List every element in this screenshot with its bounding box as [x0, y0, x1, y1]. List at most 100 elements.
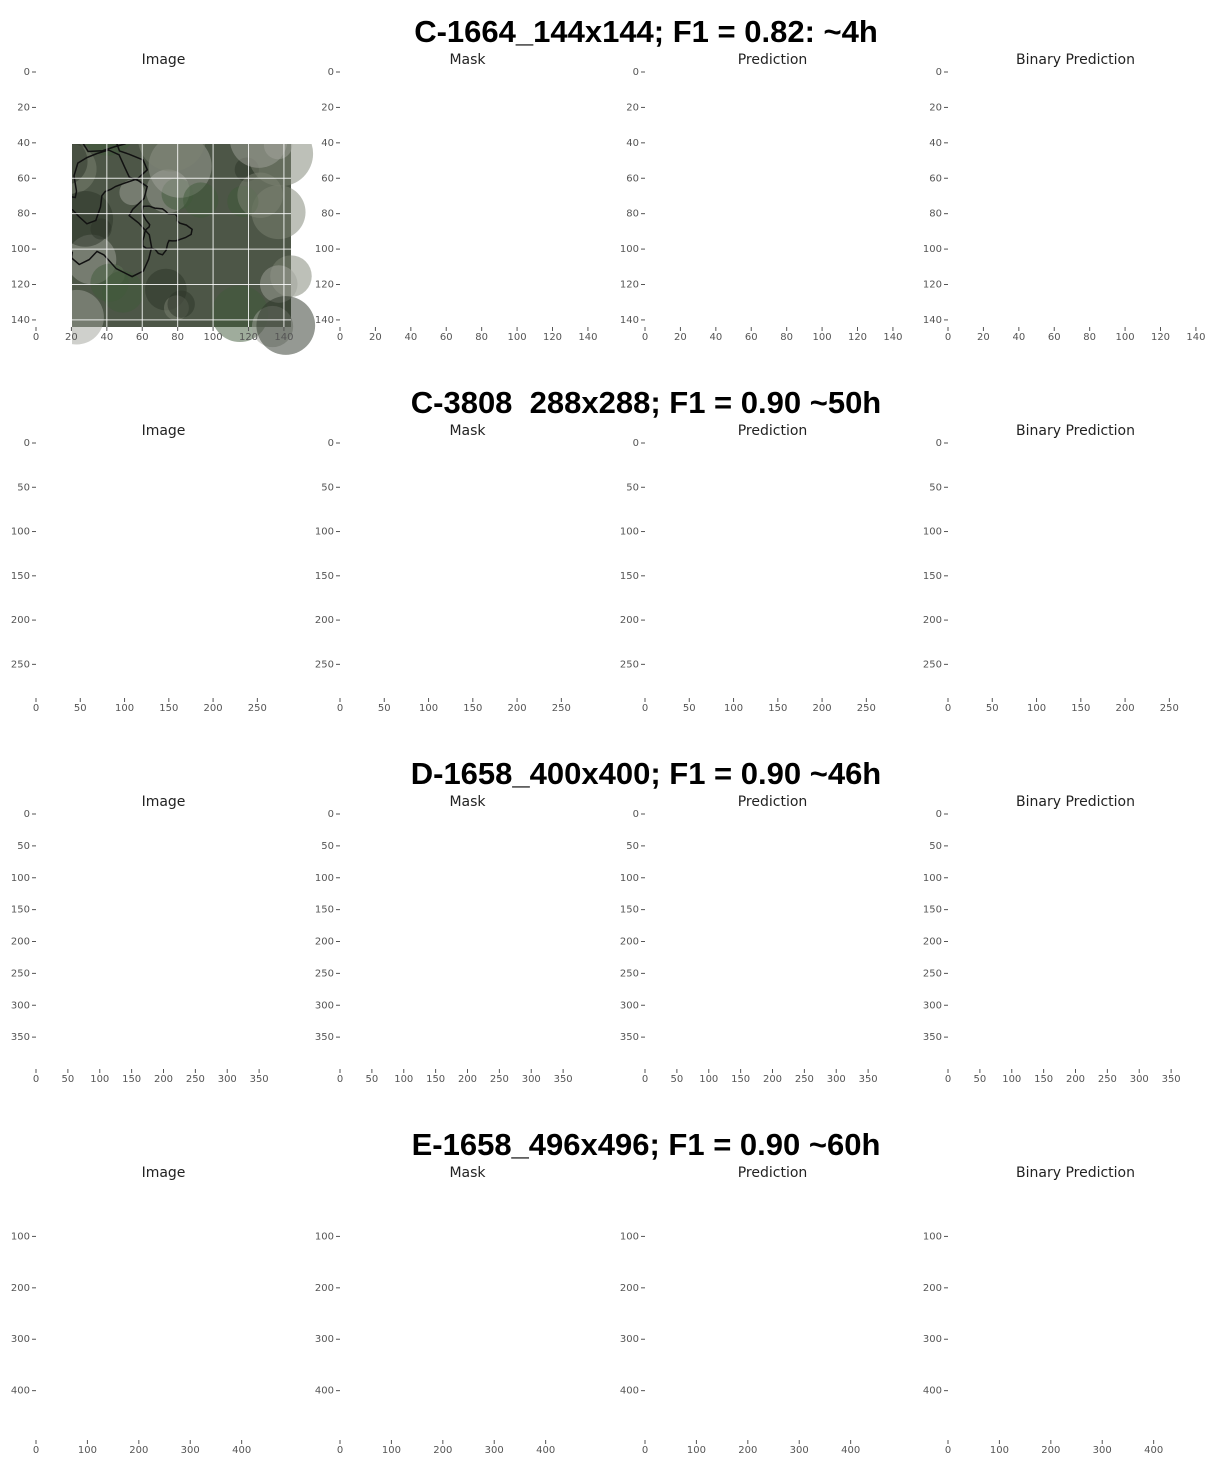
outline — [37, 769, 130, 870]
x-tick-label: 100 — [115, 703, 134, 714]
outline — [180, 404, 296, 507]
texture — [235, 583, 275, 623]
row-title: C-3808 288x288; F1 = 0.90 ~50h — [411, 385, 882, 420]
y-tick-label: 250 — [620, 659, 639, 670]
x-tick-label: 0 — [337, 332, 343, 343]
pred-blob — [749, 1275, 824, 1356]
y-tick-label: 250 — [923, 968, 942, 979]
y-tick-label: 350 — [620, 1032, 639, 1043]
pred-halo — [633, 145, 765, 282]
texture — [83, 446, 111, 474]
texture — [58, 1375, 93, 1410]
pred-blob — [788, 970, 854, 1042]
x-tick-label: 200 — [1066, 1074, 1085, 1085]
x-tick-label: 50 — [986, 703, 999, 714]
texture — [189, 838, 225, 874]
x-tick-label: 100 — [382, 1445, 401, 1456]
y-tick-label: 300 — [11, 1334, 30, 1345]
y-tick-label: 250 — [11, 968, 30, 979]
x-tick-label: 50 — [378, 703, 391, 714]
binary-blob — [941, 1278, 986, 1317]
pred-blob — [853, 1288, 902, 1338]
texture — [255, 1156, 316, 1217]
x-tick-label: 200 — [1116, 703, 1135, 714]
panel-title: Image — [142, 423, 186, 439]
y-tick-label: 150 — [620, 905, 639, 916]
x-tick-label: 40 — [709, 332, 722, 343]
pred-halo — [635, 1276, 685, 1319]
mask-blob — [344, 125, 452, 224]
texture — [236, 788, 294, 846]
panel: 0501001502002503003500501001502002503003… — [5, 769, 315, 1111]
x-tick-label: 0 — [337, 1445, 343, 1456]
texture — [220, 1294, 268, 1342]
mask-blob — [386, 33, 503, 152]
texture — [61, 994, 125, 1058]
panel-title: Binary Prediction — [1016, 52, 1135, 68]
x-tick-label: 80 — [475, 332, 488, 343]
texture — [84, 667, 146, 729]
y-tick-label: 400 — [620, 1386, 639, 1397]
y-tick-label: 60 — [626, 173, 639, 184]
panel-image — [5, 769, 315, 1111]
x-tick-label: 250 — [186, 1074, 205, 1085]
x-tick-label: 300 — [485, 1445, 504, 1456]
texture — [163, 833, 230, 900]
pred-halo — [745, 1271, 825, 1358]
pred-halo — [656, 1164, 724, 1237]
background — [948, 443, 1203, 698]
x-tick-label: 100 — [394, 1074, 413, 1085]
x-tick-label: 0 — [33, 703, 39, 714]
y-tick-label: 100 — [11, 1231, 30, 1242]
pred-halo — [812, 794, 894, 894]
y-tick-label: 150 — [923, 905, 942, 916]
texture — [249, 986, 274, 1011]
outline — [50, 1167, 113, 1235]
outline — [209, 1398, 283, 1468]
y-tick-label: 100 — [620, 527, 639, 538]
texture — [102, 271, 144, 313]
x-tick-label: 140 — [274, 332, 293, 343]
mask-blob — [483, 970, 549, 1042]
x-tick-label: 140 — [578, 332, 597, 343]
outline — [44, 910, 106, 979]
binary-blob — [940, 1007, 1029, 1109]
texture — [237, 173, 282, 218]
mask-blob — [348, 910, 410, 979]
mask-blob — [483, 907, 548, 968]
pred-halo — [814, 560, 937, 687]
pred-blob — [817, 457, 896, 544]
outline — [57, 560, 119, 622]
binary-blob — [953, 126, 1058, 222]
background — [36, 443, 291, 698]
texture — [169, 1280, 226, 1337]
binary-blob — [1028, 589, 1140, 692]
y-tick-label: 50 — [17, 482, 30, 493]
mask-blob — [361, 560, 423, 622]
pred-halo — [664, 558, 731, 625]
x-tick-label: 100 — [419, 703, 438, 714]
y-tick-label: 200 — [923, 1283, 942, 1294]
x-tick-label: 100 — [90, 1074, 109, 1085]
texture — [153, 566, 201, 614]
panel-image — [9, 1155, 316, 1468]
x-tick-label: 400 — [536, 1445, 555, 1456]
texture — [91, 488, 121, 518]
texture — [254, 845, 299, 890]
y-tick-label: 200 — [11, 1283, 30, 1294]
pred-halo — [616, 1270, 670, 1332]
texture — [139, 518, 190, 569]
x-tick-label: 40 — [404, 332, 417, 343]
x-tick-label: 0 — [33, 1074, 39, 1085]
x-tick-label: 350 — [1162, 1074, 1181, 1085]
background — [36, 1185, 291, 1440]
y-tick-label: 20 — [321, 102, 334, 113]
x-tick-label: 20 — [674, 332, 687, 343]
background — [948, 72, 1203, 327]
y-tick-label: 50 — [626, 482, 639, 493]
panel-title: Binary Prediction — [1016, 1165, 1135, 1181]
y-tick-label: 120 — [315, 280, 334, 291]
texture — [181, 1291, 227, 1337]
x-tick-label: 300 — [181, 1445, 200, 1456]
texture — [138, 103, 206, 171]
